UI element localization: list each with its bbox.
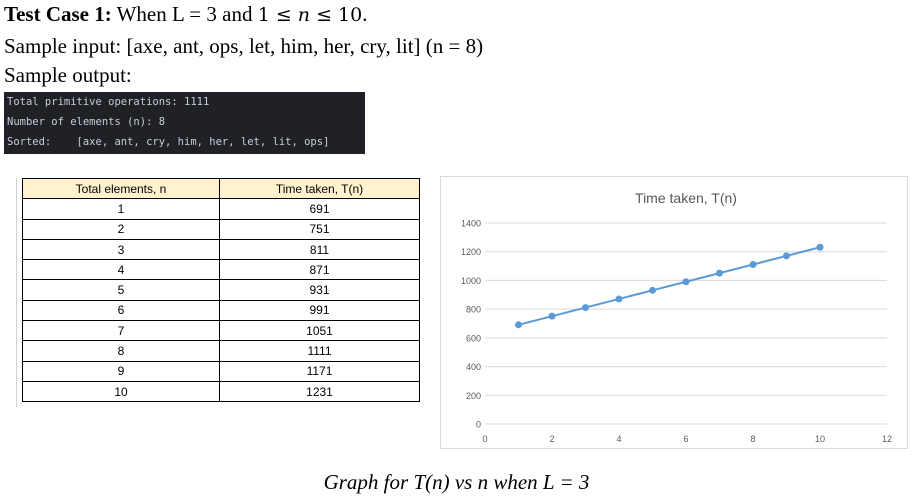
cell-time: 931 <box>219 279 420 301</box>
cell-time: 1051 <box>219 320 420 342</box>
cell-time: 751 <box>219 218 420 240</box>
chart-area: Time taken, T(n) 0 200 400 600 800 1000 1200 140… <box>440 176 908 449</box>
math-lower-bound: 1 <box>257 4 270 26</box>
table-body: 1 691 2 751 3 811 4 871 5 931 6 991 7 1051 8 1111 9 1171 1… <box>22 198 420 403</box>
data-point <box>515 321 522 329</box>
cell-time: 991 <box>219 299 420 322</box>
x-tick-label: 10 <box>815 434 825 444</box>
x-tick-label: 0 <box>482 434 487 444</box>
data-point <box>716 269 723 277</box>
column-header-n: Total elements, n <box>22 177 220 200</box>
sample-input-text: Sample input: [axe, ant, ops, let, him, … <box>4 34 484 58</box>
table-row: 2 751 <box>22 218 420 240</box>
math-variable-n: n <box>297 4 311 26</box>
table-row: 3 811 <box>22 238 420 261</box>
sample-output-label: Sample output: <box>4 63 132 87</box>
table-row: 4 871 <box>22 259 420 281</box>
x-tick-label: 4 <box>616 434 621 444</box>
x-tick-label: 6 <box>683 434 688 444</box>
data-point <box>783 252 790 260</box>
table-row: 7 1051 <box>22 320 420 342</box>
y-tick-label: 600 <box>466 333 481 343</box>
cell-n: 5 <box>22 279 220 301</box>
test-case-label: Test Case 1: <box>4 2 112 26</box>
table-row: 9 1171 <box>22 360 420 382</box>
column-header-time: Time taken, T(n) <box>219 177 420 200</box>
cell-time: 1171 <box>219 360 420 382</box>
heading-period: . <box>362 2 368 26</box>
table-left-gridline <box>16 178 17 407</box>
series-line <box>518 246 821 326</box>
y-tick-label: 400 <box>466 362 481 372</box>
table-header-row: Total elements, n Time taken, T(n) <box>22 177 420 200</box>
cell-n: 3 <box>22 238 220 261</box>
data-point <box>615 295 623 303</box>
data-point <box>682 278 690 286</box>
cell-n: 4 <box>22 259 220 281</box>
cell-time: 691 <box>219 198 420 220</box>
x-tick-label: 2 <box>549 434 554 444</box>
cell-n: 7 <box>22 320 220 342</box>
math-upper-bound: 10 <box>338 4 363 26</box>
y-tick-label: 1400 <box>461 219 481 229</box>
cell-n: 2 <box>22 218 220 240</box>
cell-time: 1231 <box>219 380 420 403</box>
cell-time: 811 <box>219 238 420 261</box>
y-tick-label: 1000 <box>461 276 481 286</box>
data-point <box>649 286 656 294</box>
table-row: 6 991 <box>22 299 420 322</box>
time-chart: Time taken, T(n) 0 200 400 600 800 1000 1200 140… <box>461 190 892 444</box>
cell-n: 10 <box>22 380 220 403</box>
y-tick-label: 800 <box>466 305 481 315</box>
y-tick-label: 200 <box>466 391 481 401</box>
cell-time: 1111 <box>219 340 420 362</box>
cell-n: 8 <box>22 340 220 362</box>
cell-time: 871 <box>219 259 420 281</box>
console-line-sorted: Sorted: [axe, ant, cry, him, her, let, l… <box>7 136 330 148</box>
console-line-elements: Number of elements (n): 8 <box>7 116 166 128</box>
figure-caption: Graph for T(n) vs n when L = 3 <box>323 470 590 494</box>
y-tick-label: 0 <box>476 420 481 430</box>
test-case-condition: When L = 3 and <box>111 2 258 26</box>
results-table: Total elements, n Time taken, T(n) 1 691 2… <box>22 177 420 403</box>
cell-n: 9 <box>22 360 220 382</box>
console-line-operations: Total primitive operations: 1111 <box>7 96 210 108</box>
data-point <box>816 243 824 251</box>
table-row: 8 1111 <box>22 340 420 362</box>
chart-title: Time taken, T(n) <box>635 190 737 206</box>
cell-n: 1 <box>22 198 220 220</box>
math-le-2: ≤ <box>310 4 339 26</box>
data-point <box>548 312 556 320</box>
test-case-heading: Test Case 1: When L = 3 and 1 ≤ n ≤ 10. <box>4 2 367 27</box>
console-output: Total primitive operations: 1111 Number … <box>4 92 365 154</box>
data-point <box>749 260 757 268</box>
math-le-1: ≤ <box>269 4 298 26</box>
x-tick-label: 12 <box>882 434 892 444</box>
data-point <box>582 304 589 312</box>
table-row: 1 691 <box>22 198 420 220</box>
table-row: 10 1231 <box>22 380 420 403</box>
x-tick-label: 8 <box>750 434 755 444</box>
table-row: 5 931 <box>22 279 420 301</box>
cell-n: 6 <box>22 299 220 322</box>
y-tick-label: 1200 <box>461 247 481 257</box>
